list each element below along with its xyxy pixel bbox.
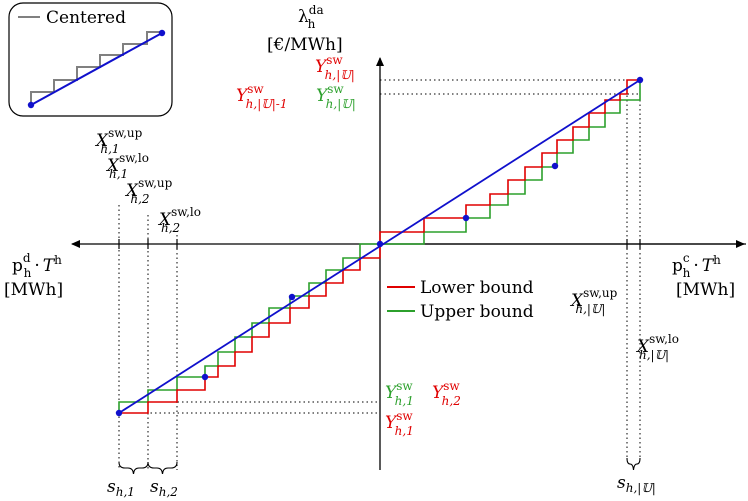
label-s1: sh,1 (107, 477, 135, 499)
label-y1-green: Ysw h,1 (385, 379, 414, 408)
label-x2-lo: Xsw,lo h,2 (157, 205, 201, 235)
legend-upper-label: Upper bound (420, 302, 534, 322)
label-x1-up: Xsw,up h,1 (94, 126, 143, 156)
centered-point (462, 214, 470, 222)
s-braces (118, 457, 641, 475)
brace-s2 (147, 461, 178, 475)
label-s2: sh,2 (150, 477, 178, 499)
label-xu-lo: Xsw,lo h,|𝕌| (635, 332, 679, 362)
x-threshold-labels-right: Xsw,up h,|𝕌| Xsw,lo h,|𝕌| (569, 286, 679, 362)
label-yu-green: Ysw h,|𝕌| (316, 82, 356, 111)
brace-su (626, 457, 641, 471)
legend-lower-label: Lower bound (420, 278, 534, 298)
label-xu-up: Xsw,up h,|𝕌| (569, 286, 618, 316)
y-threshold-labels-top: Ysw h,|𝕌| Ysw h,|𝕌|-1 Ysw h,|𝕌| (236, 53, 356, 111)
x-ticks (118, 239, 641, 249)
label-y2-red: Ysw h,2 (432, 379, 461, 408)
y-axis-symbol: λda h (298, 3, 324, 31)
legend: Lower bound Upper bound (387, 278, 534, 322)
inset-centered: Centered (8, 2, 173, 117)
x-axis-right-unit: [MWh] (676, 280, 735, 300)
y-threshold-labels-bottom: Ysw h,1 Ysw h,2 Ysw h,1 (385, 379, 461, 438)
x-axis-right-label: pc h · Th [MWh] (672, 251, 735, 300)
x-axis-left-label: pd h · Th [MWh] (4, 251, 63, 300)
centered-point (551, 162, 559, 170)
label-y1-red: Ysw h,1 (385, 409, 414, 438)
x-threshold-labels-left: Xsw,up h,1 Xsw,lo h,1 Xsw,up h,2 Xsw,lo h,2 (94, 126, 201, 235)
label-yu1-red: Ysw h,|𝕌|-1 (236, 82, 287, 111)
centered-point (201, 373, 209, 381)
inset-frame (8, 2, 173, 117)
label-yu-red: Ysw h,|𝕌| (315, 53, 355, 82)
label-su: sh,|𝕌| (617, 473, 656, 495)
centered-point (376, 240, 384, 248)
label-x1-lo: Xsw,lo h,1 (105, 151, 149, 181)
inset-end-point (158, 29, 166, 37)
centered-point (115, 409, 123, 417)
centered-points (115, 76, 644, 417)
x-axis-left-symbol: pd h · Th (12, 251, 62, 280)
s-labels: sh,1 sh,2 sh,|𝕌| (107, 473, 656, 499)
inset-legend-label: Centered (46, 8, 126, 28)
x-axis-right-symbol: pc h · Th (672, 251, 721, 280)
y-axis-label: λda h [€/MWh] (267, 3, 343, 55)
label-x2-up: Xsw,up h,2 (124, 176, 173, 206)
centered-point (636, 76, 644, 84)
brace-s1 (118, 461, 149, 475)
inset-centered-line (30, 32, 163, 106)
inset-start-point (27, 101, 35, 109)
guide-lines (118, 79, 641, 470)
y-axis-unit: [€/MWh] (267, 35, 343, 55)
upper-bound-curve (118, 80, 641, 413)
x-axis-left-unit: [MWh] (4, 280, 63, 300)
centered-point (288, 293, 296, 301)
